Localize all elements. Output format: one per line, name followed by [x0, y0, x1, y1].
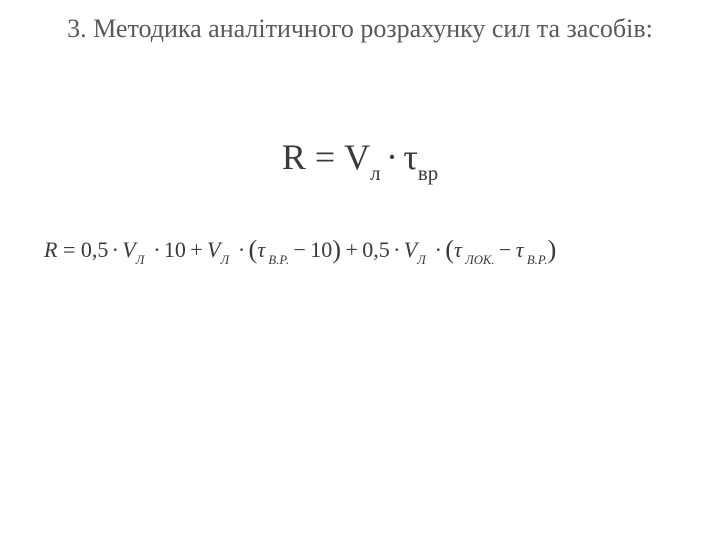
formula-main: R=Vл·τвр: [40, 136, 680, 183]
sub-vr: В.Р.: [265, 253, 289, 267]
sub-vr: вр: [418, 161, 438, 185]
const-10: 10: [310, 237, 332, 262]
mult-dot: ·: [381, 137, 404, 177]
sub-l: л: [370, 161, 380, 185]
const-05: 0,5: [362, 237, 390, 262]
var-R: R: [282, 137, 306, 177]
sub-L: Л: [417, 253, 426, 267]
var-tau: τ: [516, 237, 524, 262]
var-V: V: [122, 237, 135, 262]
sub-L: Л: [136, 253, 145, 267]
equals: =: [57, 237, 80, 262]
var-V: V: [404, 237, 417, 262]
minus: −: [289, 237, 310, 262]
mult-dot: ·: [431, 237, 445, 262]
mult-dot: ·: [390, 237, 404, 262]
const-05: 0,5: [81, 237, 109, 262]
equals: =: [306, 137, 344, 177]
var-V: V: [207, 237, 220, 262]
var-tau: τ: [454, 237, 462, 262]
mult-dot: ·: [235, 237, 249, 262]
rparen: ): [548, 234, 557, 264]
minus: −: [495, 237, 516, 262]
var-V: V: [344, 137, 370, 177]
rparen: ): [332, 234, 341, 264]
mult-dot: ·: [108, 237, 122, 262]
mult-dot: ·: [150, 237, 164, 262]
plus: +: [186, 237, 207, 262]
const-10: 10: [164, 237, 186, 262]
plus: +: [341, 237, 362, 262]
sub-L: Л: [220, 253, 229, 267]
lparen: (: [445, 234, 454, 264]
lparen: (: [249, 234, 258, 264]
var-R: R: [44, 237, 57, 262]
var-tau: τ: [403, 137, 417, 177]
sub-vr: В.Р.: [524, 253, 548, 267]
formula-expanded: R=0,5·VЛ ·10+VЛ ·(τ В.Р.−10)+0,5·VЛ ·(τ …: [40, 233, 680, 266]
section-heading: 3. Методика аналітичного розрахунку сил …: [40, 12, 680, 46]
sub-lok: ЛОК.: [462, 253, 495, 267]
